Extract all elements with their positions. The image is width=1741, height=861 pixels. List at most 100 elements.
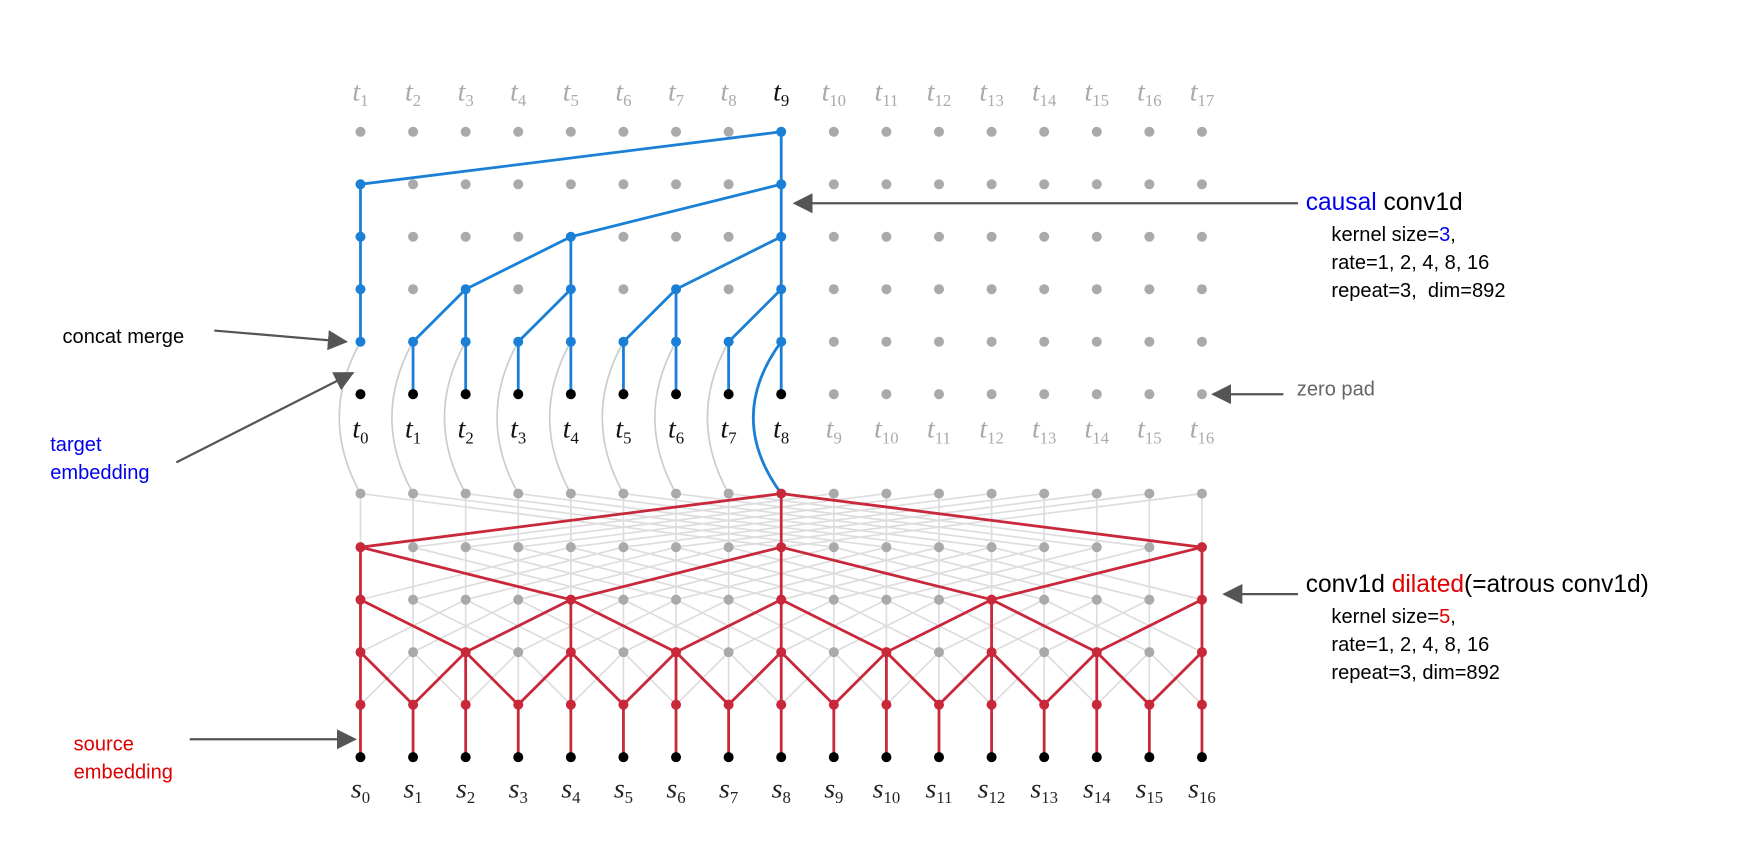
node bbox=[460, 594, 471, 605]
node bbox=[776, 231, 787, 242]
node bbox=[408, 231, 419, 242]
label-index: 8 bbox=[781, 428, 789, 447]
node bbox=[1144, 284, 1155, 295]
label-letter: s bbox=[509, 773, 520, 804]
node bbox=[986, 126, 997, 137]
annotation: target bbox=[50, 434, 102, 456]
node-label: t5 bbox=[563, 76, 579, 110]
label-letter: t bbox=[510, 76, 519, 107]
label-index: 11 bbox=[936, 788, 952, 807]
node bbox=[671, 594, 682, 605]
label-letter: t bbox=[458, 76, 467, 107]
node bbox=[1144, 594, 1155, 605]
node bbox=[1039, 699, 1050, 710]
node bbox=[1196, 231, 1207, 242]
node bbox=[408, 752, 419, 763]
node bbox=[408, 389, 419, 400]
label-index: 4 bbox=[518, 91, 527, 110]
node bbox=[513, 126, 524, 137]
label-letter: t bbox=[979, 414, 988, 445]
node-label: t7 bbox=[721, 414, 737, 448]
arrow bbox=[175, 371, 355, 464]
label-letter: s bbox=[978, 773, 989, 804]
node-label: s1 bbox=[403, 773, 422, 807]
annotation-line: kernel size=3, bbox=[1331, 224, 1455, 246]
node bbox=[460, 752, 471, 763]
node bbox=[355, 542, 366, 553]
node-label: s6 bbox=[666, 773, 685, 807]
label-index: 5 bbox=[623, 428, 631, 447]
node bbox=[723, 126, 734, 137]
lattice-edge bbox=[938, 546, 1150, 601]
label-index: 5 bbox=[571, 91, 579, 110]
label-letter: t bbox=[822, 76, 831, 107]
node-label: s4 bbox=[561, 773, 581, 807]
label-letter: s bbox=[1188, 773, 1199, 804]
node bbox=[776, 488, 787, 499]
node bbox=[933, 126, 945, 137]
label-index: 14 bbox=[1094, 788, 1111, 807]
concat-curve bbox=[338, 341, 362, 495]
node bbox=[1039, 284, 1050, 295]
concat-curve bbox=[654, 341, 677, 495]
title-part: causal bbox=[1306, 189, 1377, 216]
node-label: t6 bbox=[615, 76, 631, 110]
label-index: 2 bbox=[465, 428, 473, 447]
node bbox=[565, 389, 576, 400]
node bbox=[513, 179, 524, 190]
label-index: 3 bbox=[519, 788, 527, 807]
title-part: (=atrous conv1d) bbox=[1464, 571, 1649, 598]
label-letter: s bbox=[719, 773, 730, 804]
label-index: 6 bbox=[623, 91, 631, 110]
node bbox=[618, 699, 629, 710]
label-index: 1 bbox=[413, 428, 421, 447]
line-part: repeat=3, dim=892 bbox=[1331, 662, 1500, 684]
node-label: t12 bbox=[927, 76, 951, 110]
label-letter: s bbox=[926, 773, 937, 804]
node-label: s5 bbox=[614, 773, 633, 807]
label-letter: t bbox=[773, 76, 782, 107]
label-letter: s bbox=[614, 773, 625, 804]
node bbox=[513, 699, 524, 710]
label-letter: t bbox=[979, 76, 988, 107]
node-label: t16 bbox=[1190, 414, 1214, 448]
node-label: t8 bbox=[721, 76, 737, 110]
node bbox=[828, 752, 839, 763]
lattice-edge bbox=[623, 546, 835, 601]
label-letter: t bbox=[721, 76, 730, 107]
dilated-edge bbox=[412, 651, 467, 706]
node bbox=[460, 336, 471, 347]
lattice-edge bbox=[833, 546, 1045, 601]
node bbox=[776, 542, 787, 553]
node bbox=[933, 752, 945, 763]
annotation-title: conv1d dilated(=atrous conv1d) bbox=[1306, 571, 1649, 598]
node bbox=[986, 336, 997, 347]
node bbox=[828, 284, 839, 295]
node bbox=[828, 647, 839, 658]
node bbox=[513, 389, 524, 400]
node bbox=[881, 594, 892, 605]
node-label: t2 bbox=[458, 414, 474, 448]
node bbox=[1091, 699, 1102, 710]
node-label: t15 bbox=[1137, 414, 1161, 448]
causal-edge bbox=[412, 288, 467, 343]
node bbox=[618, 647, 629, 658]
label-letter: t bbox=[615, 76, 624, 107]
line-part: , bbox=[1450, 606, 1456, 628]
label-index: 9 bbox=[835, 788, 843, 807]
node bbox=[933, 284, 945, 295]
node-label: s11 bbox=[926, 773, 953, 807]
node bbox=[618, 389, 629, 400]
label-letter: t bbox=[1190, 414, 1199, 445]
node bbox=[671, 542, 682, 553]
node-label: s3 bbox=[509, 773, 528, 807]
dilated-edge bbox=[359, 651, 415, 706]
dilated-edge bbox=[1148, 651, 1203, 706]
node bbox=[1196, 488, 1207, 499]
annotation: embedding bbox=[74, 761, 173, 783]
dilated-edge bbox=[675, 651, 730, 706]
label-index: 3 bbox=[518, 428, 526, 447]
node bbox=[565, 752, 576, 763]
label-index: 3 bbox=[465, 91, 473, 110]
node bbox=[1196, 647, 1207, 658]
